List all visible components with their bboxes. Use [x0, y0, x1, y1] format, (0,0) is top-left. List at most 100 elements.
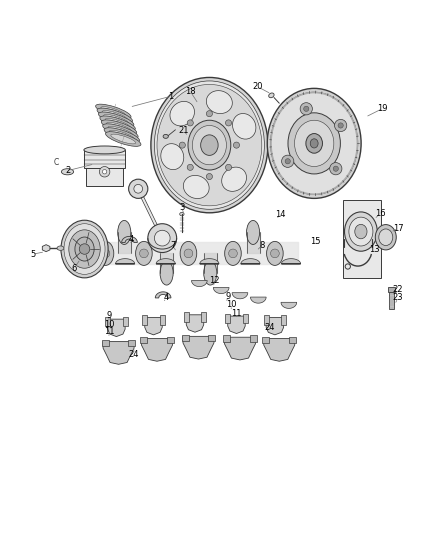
Circle shape — [179, 142, 185, 148]
Ellipse shape — [271, 92, 358, 195]
FancyBboxPatch shape — [184, 312, 189, 322]
Ellipse shape — [97, 108, 132, 123]
Text: 19: 19 — [378, 104, 388, 113]
FancyBboxPatch shape — [128, 340, 135, 346]
Ellipse shape — [201, 135, 218, 156]
Text: 9: 9 — [225, 292, 230, 301]
Text: 8: 8 — [259, 241, 265, 250]
Ellipse shape — [349, 217, 373, 246]
Polygon shape — [156, 259, 175, 264]
Polygon shape — [42, 245, 50, 252]
Text: 5: 5 — [30, 250, 35, 259]
Text: 2: 2 — [66, 166, 71, 175]
Ellipse shape — [104, 128, 140, 142]
FancyBboxPatch shape — [102, 340, 109, 346]
Text: 3: 3 — [179, 203, 184, 212]
Ellipse shape — [61, 220, 108, 278]
Ellipse shape — [106, 123, 131, 132]
FancyBboxPatch shape — [223, 335, 230, 342]
Ellipse shape — [102, 124, 138, 139]
Ellipse shape — [247, 221, 260, 245]
Ellipse shape — [267, 241, 283, 265]
Circle shape — [101, 249, 110, 258]
Circle shape — [300, 103, 312, 115]
Circle shape — [187, 164, 193, 171]
Ellipse shape — [136, 241, 152, 265]
Ellipse shape — [180, 212, 184, 216]
Ellipse shape — [69, 230, 100, 268]
Circle shape — [304, 106, 309, 111]
Ellipse shape — [180, 241, 197, 265]
Text: 11: 11 — [231, 309, 242, 318]
Polygon shape — [228, 316, 245, 334]
Polygon shape — [145, 318, 162, 335]
Circle shape — [333, 166, 339, 171]
Text: 18: 18 — [185, 87, 196, 96]
FancyBboxPatch shape — [225, 313, 230, 323]
Polygon shape — [186, 315, 204, 332]
Text: 9: 9 — [106, 311, 112, 320]
Text: 17: 17 — [393, 223, 403, 232]
FancyBboxPatch shape — [262, 337, 269, 343]
FancyBboxPatch shape — [142, 315, 148, 325]
Circle shape — [148, 224, 177, 253]
Ellipse shape — [170, 101, 194, 126]
FancyBboxPatch shape — [289, 337, 296, 343]
Ellipse shape — [233, 114, 256, 139]
Circle shape — [338, 123, 343, 128]
Ellipse shape — [288, 113, 340, 174]
Text: 13: 13 — [369, 245, 379, 254]
Text: 7: 7 — [170, 241, 176, 250]
Polygon shape — [191, 280, 207, 287]
Polygon shape — [224, 337, 255, 360]
Text: 10: 10 — [104, 320, 114, 329]
FancyBboxPatch shape — [123, 317, 128, 326]
Ellipse shape — [206, 91, 232, 114]
Ellipse shape — [154, 81, 265, 209]
Circle shape — [206, 111, 212, 117]
FancyBboxPatch shape — [264, 315, 269, 325]
Ellipse shape — [118, 221, 131, 245]
Ellipse shape — [101, 107, 126, 116]
FancyBboxPatch shape — [388, 287, 395, 292]
Text: 16: 16 — [375, 209, 386, 218]
Circle shape — [233, 142, 240, 148]
Circle shape — [229, 249, 237, 258]
Circle shape — [226, 164, 232, 171]
Polygon shape — [141, 338, 173, 361]
Ellipse shape — [310, 139, 318, 148]
Circle shape — [330, 163, 342, 175]
Circle shape — [154, 230, 170, 246]
Circle shape — [187, 120, 193, 126]
Text: 24: 24 — [129, 350, 139, 359]
Text: 24: 24 — [264, 323, 275, 332]
Ellipse shape — [345, 212, 377, 251]
Ellipse shape — [294, 120, 334, 166]
Polygon shape — [86, 168, 123, 185]
Ellipse shape — [110, 130, 134, 140]
Circle shape — [271, 249, 279, 258]
Circle shape — [129, 179, 148, 198]
Text: C: C — [54, 158, 59, 167]
Polygon shape — [343, 200, 381, 278]
Ellipse shape — [64, 224, 105, 274]
FancyBboxPatch shape — [140, 337, 147, 343]
FancyBboxPatch shape — [208, 335, 215, 341]
Text: 15: 15 — [310, 237, 320, 246]
Ellipse shape — [306, 134, 322, 153]
Polygon shape — [282, 259, 300, 264]
Ellipse shape — [160, 261, 173, 285]
Polygon shape — [264, 338, 295, 361]
Circle shape — [184, 249, 193, 258]
Ellipse shape — [375, 224, 396, 250]
Ellipse shape — [84, 146, 125, 154]
Ellipse shape — [204, 261, 217, 285]
Ellipse shape — [105, 118, 130, 128]
Circle shape — [282, 155, 294, 167]
Polygon shape — [155, 292, 171, 298]
Text: 1: 1 — [168, 92, 173, 101]
FancyBboxPatch shape — [250, 335, 257, 342]
Circle shape — [335, 119, 347, 132]
Ellipse shape — [192, 125, 226, 165]
Polygon shape — [213, 287, 229, 294]
